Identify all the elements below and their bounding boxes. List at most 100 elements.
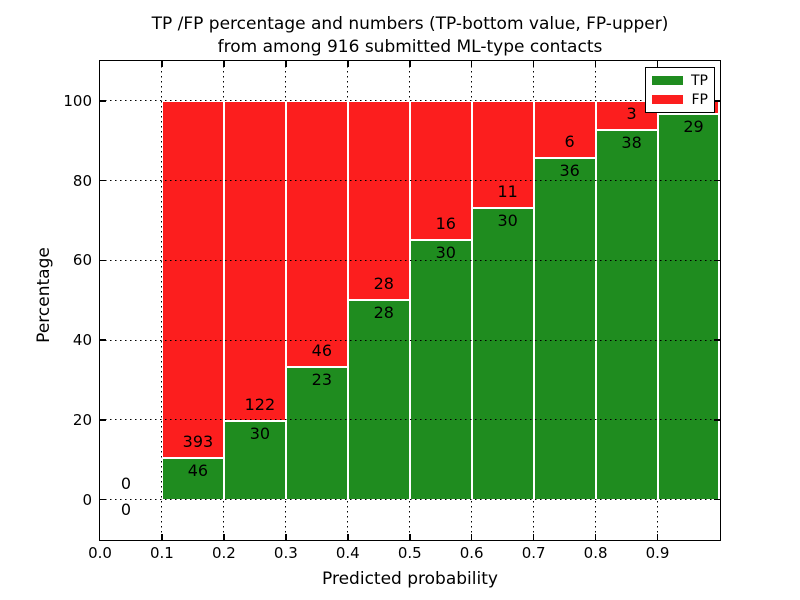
- horizontal-gridline: [100, 180, 720, 182]
- x-tick-label: 0.1: [150, 544, 174, 562]
- chart-title-line1: TP /FP percentage and numbers (TP-bottom…: [151, 14, 669, 34]
- y-tick-left: [100, 179, 106, 182]
- x-tick-top: [347, 61, 349, 67]
- fp-count-label: 3: [626, 104, 637, 124]
- x-tick-label: 0.2: [211, 544, 236, 562]
- y-tick-label: 40: [72, 331, 92, 350]
- bar-fp: [409, 100, 472, 240]
- x-tick-label: 0.6: [459, 544, 484, 562]
- bar-tp: [347, 300, 410, 500]
- bar-tp: [471, 207, 534, 500]
- horizontal-gridline: [100, 499, 720, 501]
- x-tick-top: [161, 61, 163, 67]
- x-axis-label: Predicted probability: [322, 569, 498, 589]
- axes-frame: [98, 59, 721, 541]
- x-tick-bottom: [532, 533, 535, 540]
- tp-count-label: 46: [187, 460, 209, 480]
- y-tick-label: 60: [72, 251, 92, 270]
- bar-tp: [533, 157, 596, 500]
- fp-count-label: 122: [244, 394, 276, 414]
- x-tick-bottom: [470, 533, 473, 540]
- x-tick-bottom: [409, 533, 411, 540]
- y-tick-left: [100, 419, 106, 421]
- x-tick-label: 0.9: [645, 544, 670, 562]
- bar-tp: [161, 457, 224, 500]
- fp-count-label: 28: [373, 274, 394, 294]
- x-tick-top: [409, 61, 411, 67]
- x-tick-label: 0.5: [397, 544, 422, 562]
- x-tick-bottom: [161, 533, 163, 540]
- bar-tp: [409, 239, 472, 500]
- y-tick-right: [713, 498, 720, 501]
- y-tick-left: [100, 100, 106, 102]
- horizontal-gridline: [100, 259, 720, 261]
- x-tick-top: [285, 61, 287, 67]
- x-tick-top: [594, 61, 597, 67]
- horizontal-gridline: [100, 100, 720, 102]
- y-tick-right: [713, 259, 720, 262]
- x-tick-label: 0.4: [335, 544, 360, 562]
- x-tick-top: [470, 61, 473, 67]
- bar-fp: [471, 100, 534, 208]
- tp-count-label: 0: [120, 473, 132, 493]
- legend: TP FP: [645, 67, 715, 113]
- x-tick-label: 0.7: [521, 544, 546, 562]
- y-axis-label: Percentage: [34, 247, 54, 343]
- bar-fp: [223, 100, 286, 421]
- y-tick-left: [100, 339, 106, 341]
- bar-tp: [595, 130, 658, 500]
- fp-count-label: 0: [120, 499, 132, 519]
- fp-count-label: 393: [182, 431, 214, 451]
- y-tick-right: [713, 179, 720, 182]
- fp-count-label: 6: [564, 131, 575, 151]
- x-tick-bottom: [347, 533, 349, 540]
- legend-swatch-tp-icon: [652, 76, 683, 85]
- chart-title-line2: from among 916 submitted ML-type contact…: [217, 37, 603, 57]
- bar-tp: [223, 420, 286, 500]
- bar-tp: [657, 114, 720, 500]
- legend-swatch-fp-icon: [652, 95, 683, 104]
- tp-count-label: 30: [249, 423, 271, 443]
- legend-entry-fp: FP: [652, 92, 708, 107]
- legend-label-tp: TP: [691, 72, 708, 89]
- tp-count-label: 29: [683, 117, 704, 137]
- chart-title: TP /FP percentage and numbers (TP-bottom…: [100, 13, 720, 59]
- x-tick-top: [223, 61, 225, 67]
- y-tick-label: 0: [82, 490, 92, 509]
- tp-count-label: 30: [497, 210, 518, 230]
- bar-fp: [285, 100, 348, 367]
- bar-fp: [347, 100, 410, 301]
- x-tick-bottom: [285, 533, 287, 540]
- y-tick-right: [713, 339, 720, 341]
- y-tick-label: 80: [72, 171, 92, 190]
- bar-tp: [285, 366, 348, 500]
- x-tick-top: [656, 61, 659, 67]
- x-tick-bottom: [656, 533, 659, 540]
- horizontal-gridline: [100, 339, 720, 341]
- tp-count-label: 30: [435, 242, 456, 262]
- y-tick-left: [100, 498, 106, 501]
- legend-entry-tp: TP: [652, 73, 708, 88]
- x-tick-bottom: [594, 533, 597, 540]
- fp-count-label: 11: [497, 181, 518, 201]
- y-tick-left: [100, 259, 106, 262]
- y-tick-right: [713, 419, 720, 421]
- tp-count-label: 23: [311, 369, 333, 389]
- tp-count-label: 36: [559, 160, 580, 180]
- x-tick-label: 0.3: [273, 544, 298, 562]
- x-tick-label: 0.8: [583, 544, 608, 562]
- bar-fp: [533, 100, 596, 158]
- y-tick-label: 100: [63, 91, 92, 110]
- horizontal-gridline: [100, 419, 720, 421]
- x-tick-label: 0.0: [88, 544, 112, 562]
- x-tick-bottom: [223, 533, 225, 540]
- y-tick-label: 20: [72, 410, 92, 429]
- tp-count-label: 28: [373, 303, 394, 323]
- fp-count-label: 46: [311, 340, 333, 360]
- y-tick-right: [713, 100, 720, 102]
- x-tick-top: [532, 61, 535, 67]
- tp-count-label: 38: [621, 133, 642, 153]
- fp-count-label: 16: [435, 213, 456, 233]
- legend-label-fp: FP: [691, 91, 709, 108]
